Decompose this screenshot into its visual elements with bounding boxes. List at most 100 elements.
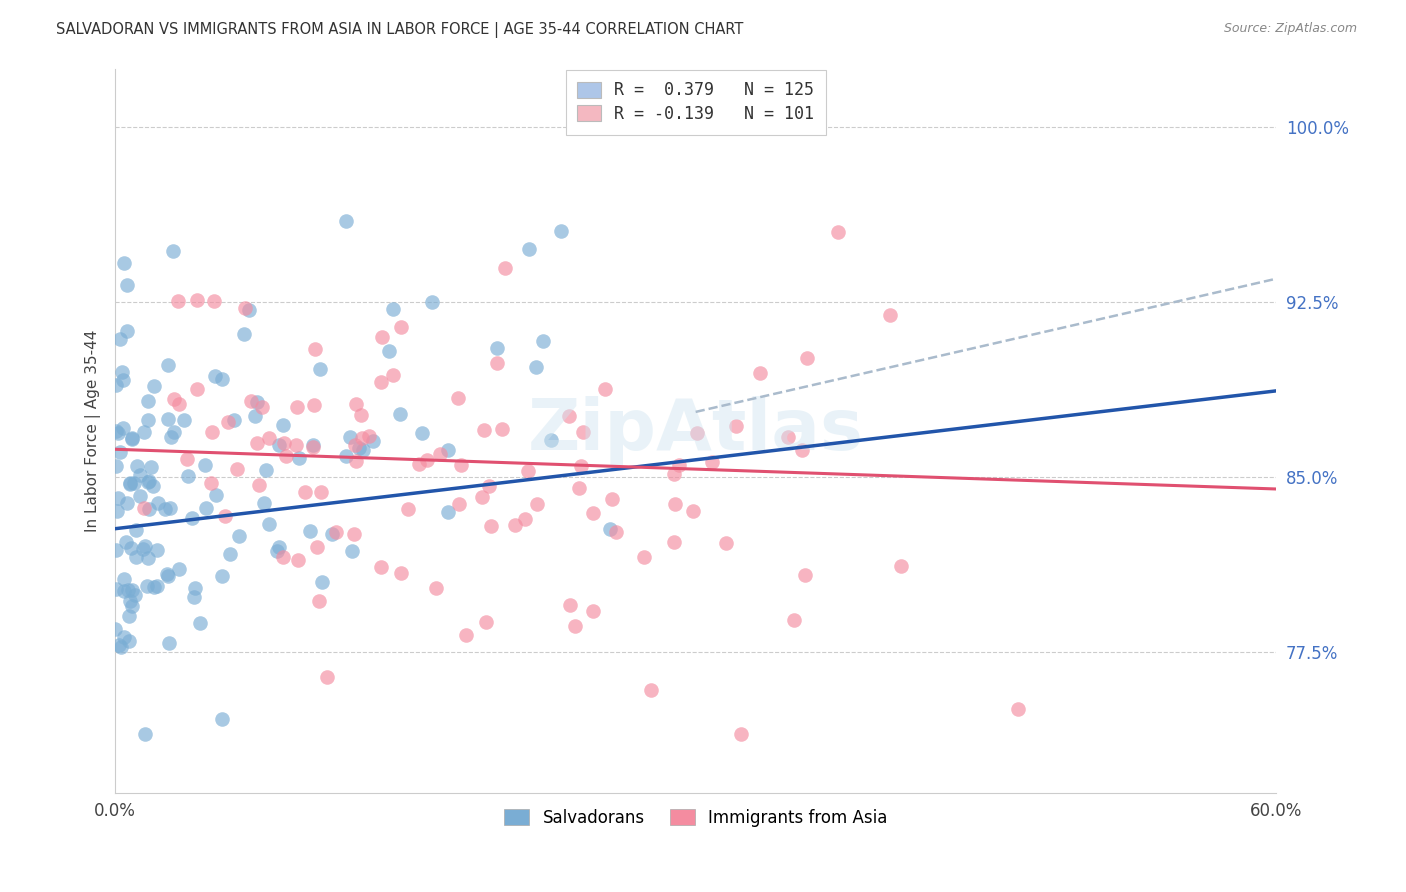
Point bbox=[153, 502, 176, 516]
Point bbox=[890, 559, 912, 574]
Point bbox=[599, 521, 621, 535]
Point bbox=[238, 302, 260, 317]
Point bbox=[321, 527, 343, 541]
Point bbox=[582, 604, 605, 618]
Point bbox=[121, 432, 143, 446]
Point bbox=[232, 326, 254, 341]
Point bbox=[352, 431, 374, 445]
Point bbox=[662, 535, 685, 549]
Point bbox=[382, 301, 405, 316]
Point bbox=[146, 542, 169, 557]
Point bbox=[340, 544, 363, 558]
Point bbox=[105, 458, 128, 473]
Point bbox=[486, 341, 509, 355]
Point bbox=[794, 568, 817, 582]
Point bbox=[104, 622, 127, 636]
Point bbox=[271, 418, 294, 433]
Point bbox=[108, 638, 131, 652]
Point bbox=[568, 481, 591, 495]
Point bbox=[134, 727, 156, 741]
Point bbox=[115, 324, 138, 338]
Point bbox=[437, 505, 460, 519]
Point bbox=[200, 475, 222, 490]
Legend: Salvadorans, Immigrants from Asia: Salvadorans, Immigrants from Asia bbox=[496, 800, 896, 835]
Point bbox=[411, 425, 433, 440]
Point bbox=[211, 712, 233, 726]
Point bbox=[146, 579, 169, 593]
Point bbox=[138, 475, 160, 489]
Point bbox=[335, 213, 357, 227]
Point bbox=[167, 397, 190, 411]
Point bbox=[437, 443, 460, 458]
Point bbox=[516, 464, 538, 478]
Point bbox=[558, 598, 581, 612]
Point bbox=[167, 293, 190, 308]
Point bbox=[134, 425, 156, 439]
Point bbox=[347, 441, 370, 455]
Point bbox=[112, 572, 135, 586]
Point bbox=[287, 552, 309, 566]
Point bbox=[349, 408, 371, 422]
Point bbox=[475, 615, 498, 630]
Point bbox=[246, 395, 269, 409]
Point bbox=[389, 407, 412, 421]
Point bbox=[285, 400, 308, 414]
Point bbox=[344, 453, 367, 467]
Point bbox=[572, 425, 595, 439]
Point bbox=[146, 496, 169, 510]
Point bbox=[160, 430, 183, 444]
Point bbox=[253, 496, 276, 510]
Text: ZipAtlas: ZipAtlas bbox=[527, 396, 863, 465]
Point bbox=[186, 382, 208, 396]
Point bbox=[309, 362, 332, 376]
Point bbox=[311, 484, 333, 499]
Point bbox=[274, 449, 297, 463]
Point bbox=[183, 590, 205, 604]
Point bbox=[136, 413, 159, 427]
Point bbox=[218, 547, 240, 561]
Point bbox=[201, 425, 224, 439]
Point bbox=[378, 344, 401, 359]
Point bbox=[827, 225, 849, 239]
Point bbox=[257, 516, 280, 531]
Point bbox=[531, 334, 554, 348]
Point bbox=[211, 372, 233, 386]
Point bbox=[156, 566, 179, 581]
Point bbox=[471, 490, 494, 504]
Point bbox=[184, 582, 207, 596]
Point bbox=[686, 426, 709, 441]
Point bbox=[204, 369, 226, 384]
Point bbox=[316, 670, 339, 684]
Point bbox=[257, 431, 280, 445]
Point bbox=[879, 308, 901, 322]
Point bbox=[550, 224, 572, 238]
Point bbox=[540, 434, 562, 448]
Point bbox=[335, 449, 357, 463]
Point bbox=[135, 579, 157, 593]
Point bbox=[776, 430, 799, 444]
Point bbox=[352, 442, 374, 457]
Point bbox=[301, 438, 323, 452]
Point bbox=[593, 383, 616, 397]
Point bbox=[132, 500, 155, 515]
Point bbox=[524, 360, 547, 375]
Point bbox=[668, 458, 690, 472]
Point bbox=[112, 630, 135, 644]
Point bbox=[454, 628, 477, 642]
Point bbox=[159, 501, 181, 516]
Point bbox=[142, 479, 165, 493]
Point bbox=[429, 447, 451, 461]
Point bbox=[108, 444, 131, 458]
Point bbox=[115, 277, 138, 292]
Point bbox=[121, 431, 143, 445]
Point bbox=[269, 438, 291, 452]
Point bbox=[194, 458, 217, 472]
Point bbox=[211, 568, 233, 582]
Point bbox=[186, 293, 208, 307]
Point bbox=[503, 517, 526, 532]
Point bbox=[105, 424, 128, 438]
Point bbox=[664, 497, 686, 511]
Point bbox=[447, 497, 470, 511]
Point bbox=[325, 524, 347, 539]
Point bbox=[569, 459, 592, 474]
